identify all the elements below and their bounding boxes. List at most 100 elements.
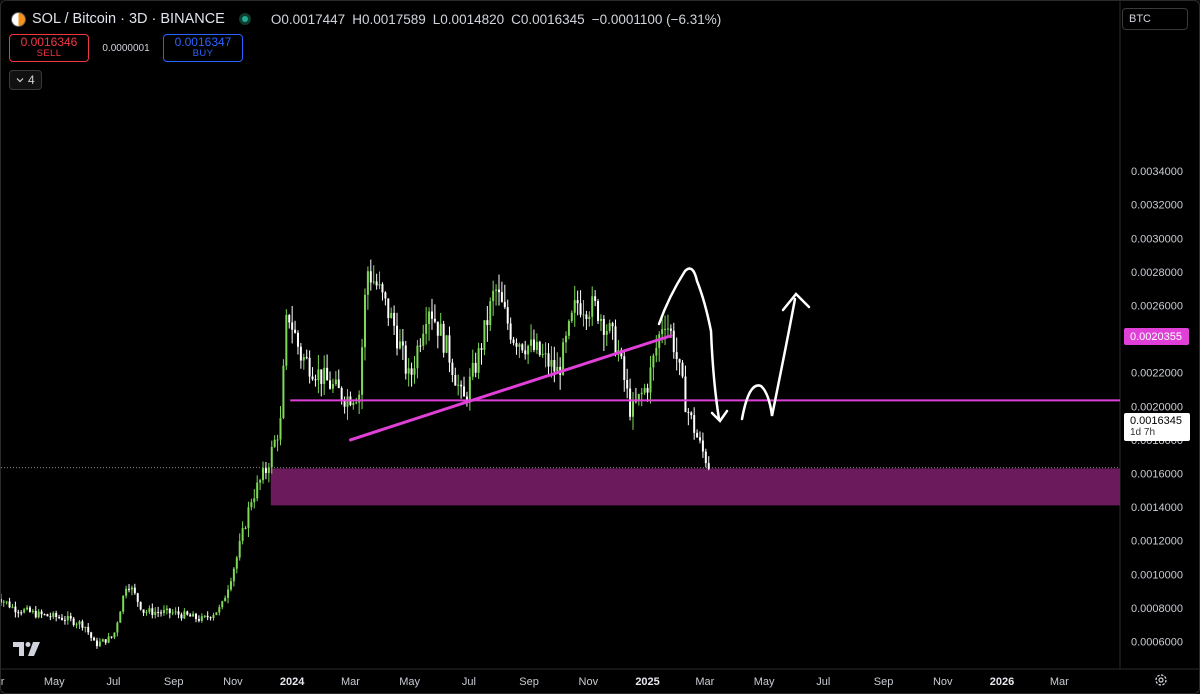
open-label: O <box>270 11 282 27</box>
candle <box>119 610 122 623</box>
candle <box>623 350 626 392</box>
candle <box>285 309 288 370</box>
candle <box>567 319 570 340</box>
candle <box>527 344 530 364</box>
candle <box>235 555 238 574</box>
candle <box>617 340 620 362</box>
candle <box>366 266 369 310</box>
candle <box>110 636 113 639</box>
candle <box>358 390 361 415</box>
candle <box>640 388 643 407</box>
symbol-title[interactable]: SOL / Bitcoin · 3D · BINANCE <box>32 11 225 27</box>
drawn-down-arrow <box>657 267 721 421</box>
candle <box>63 616 66 625</box>
candle <box>463 376 466 397</box>
candle <box>579 290 582 318</box>
candle <box>331 378 334 394</box>
candle <box>419 338 422 353</box>
x-axis-tick-label: Nov <box>223 676 243 688</box>
candle <box>264 461 267 480</box>
candle <box>422 324 425 350</box>
horizontal-line-price: 0.0020355 <box>1130 330 1182 343</box>
change-value: −0.0001100 (−6.31%) <box>591 11 722 27</box>
candle <box>681 360 684 379</box>
candle <box>407 358 410 387</box>
candle <box>361 338 364 410</box>
y-axis-tick-label: 0.0028000 <box>1131 267 1183 279</box>
candle <box>78 620 81 630</box>
close-value: 0.0016345 <box>520 11 585 27</box>
candle <box>133 583 136 595</box>
candle <box>614 319 617 357</box>
candle <box>699 431 702 444</box>
candle <box>611 321 614 340</box>
y-axis-tick-label: 0.0026000 <box>1131 301 1183 313</box>
currency-selector[interactable]: BTC <box>1122 8 1188 30</box>
candle <box>477 342 480 379</box>
high-value: 0.0017589 <box>361 11 426 27</box>
gear-icon[interactable] <box>1154 673 1168 687</box>
candle <box>174 607 177 616</box>
candle <box>296 330 299 355</box>
candle <box>678 358 681 376</box>
live-status-icon <box>238 13 251 25</box>
candle <box>547 343 550 376</box>
open-value: 0.0017447 <box>281 11 346 27</box>
candle <box>396 312 399 356</box>
candle <box>588 311 591 327</box>
candle <box>454 367 457 386</box>
candle <box>145 609 148 616</box>
candle <box>410 362 413 387</box>
y-axis-tick-label: 0.0012000 <box>1131 536 1183 548</box>
candle <box>512 336 515 346</box>
candle <box>183 608 186 620</box>
candle <box>259 478 262 491</box>
candle <box>471 349 474 381</box>
candle <box>605 324 608 346</box>
candle <box>314 374 317 387</box>
candle <box>416 340 419 379</box>
buy-button[interactable]: 0.0016347 BUY <box>163 34 243 62</box>
candle <box>160 609 163 617</box>
candle <box>288 314 291 329</box>
support-zone <box>270 468 1121 506</box>
candle <box>372 265 375 285</box>
candle <box>433 304 436 324</box>
x-axis-tick-label: May <box>399 676 420 688</box>
ohlc-values: O0.0017447 H0.0017589 L0.0014820 C0.0016… <box>271 12 721 27</box>
candle <box>413 355 416 384</box>
candle <box>486 306 489 342</box>
candle <box>445 335 448 354</box>
candle <box>31 609 34 614</box>
candle <box>582 300 585 327</box>
candle <box>43 613 46 616</box>
horizontal-line-price-tag: 0.0020355 <box>1124 328 1189 345</box>
candle <box>521 343 524 353</box>
candle <box>538 340 541 357</box>
candle <box>576 290 579 316</box>
x-axis-tick-label: Jul <box>462 676 476 688</box>
candle <box>206 611 209 621</box>
candle <box>186 610 189 616</box>
sell-button[interactable]: 0.0016346 SELL <box>9 34 89 62</box>
candle <box>72 616 75 627</box>
candle <box>154 607 157 619</box>
candle <box>553 346 556 383</box>
candle <box>687 407 690 426</box>
candle <box>122 595 125 615</box>
y-axis-tick-label: 0.0032000 <box>1131 200 1183 212</box>
candle <box>37 609 40 619</box>
x-axis-tick-label: May <box>44 676 65 688</box>
tradingview-logo-icon[interactable] <box>13 641 41 657</box>
buy-label: BUY <box>192 48 214 59</box>
candle <box>116 621 119 637</box>
indicators-toggle[interactable]: 4 <box>9 70 42 90</box>
candle <box>66 611 69 625</box>
candle <box>602 315 605 351</box>
candle <box>209 616 212 621</box>
candle <box>104 639 107 645</box>
candle <box>113 632 116 639</box>
candle <box>276 434 279 452</box>
